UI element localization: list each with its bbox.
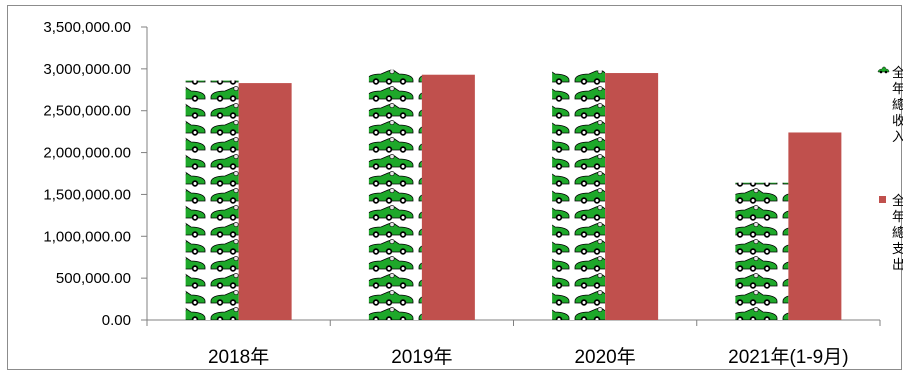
y-tick-label: 3,000,000.00 — [43, 61, 131, 78]
y-tick-label: 500,000.00 — [56, 270, 131, 287]
x-tick-label: 2019年 — [391, 346, 452, 368]
y-tick-label: 2,000,000.00 — [43, 145, 131, 162]
legend-entry-label: 全年總收入 — [892, 65, 903, 144]
income-bar-2 — [552, 70, 606, 320]
expense-bar-0 — [238, 83, 292, 321]
expense-bar-1 — [421, 74, 475, 321]
income-bar-1 — [368, 69, 422, 321]
y-tick-label: 2,500,000.00 — [43, 103, 131, 120]
expense-bar-3 — [788, 132, 842, 320]
x-tick-label: 2020年 — [574, 346, 635, 368]
y-tick-label: 3,500,000.00 — [43, 19, 131, 36]
income-bar-3 — [735, 182, 789, 320]
y-tick-label: 1,500,000.00 — [43, 186, 131, 203]
legend-key-swatch — [879, 196, 886, 203]
expense-bar-2 — [605, 73, 659, 321]
legend-entry-label: 全年總支出 — [892, 193, 903, 272]
y-tick-label: 0.00 — [102, 312, 131, 329]
x-tick-label: 2018年 — [208, 346, 269, 368]
income-bar-0 — [185, 80, 239, 320]
legend-key-car-icon — [877, 66, 890, 74]
x-tick-label: 2021年(1-9月) — [728, 346, 848, 368]
y-tick-label: 1,000,000.00 — [43, 228, 131, 245]
